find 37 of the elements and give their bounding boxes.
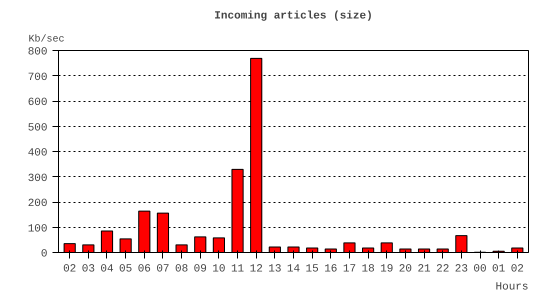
x-tick-label: 14	[286, 264, 300, 276]
y-tick-label: 600	[28, 97, 48, 109]
x-tick-label: 13	[268, 264, 282, 276]
x-tick-label: 05	[119, 264, 132, 276]
y-tick-label: 400	[28, 148, 48, 160]
x-tick-label: 18	[362, 264, 375, 276]
y-tick-label: 700	[28, 72, 48, 84]
x-tick-label: 04	[100, 264, 114, 276]
y-tick-label: 300	[28, 172, 48, 185]
x-tick-label: 16	[324, 264, 338, 276]
x-tick-label: 03	[82, 264, 95, 276]
x-tick-label: 09	[194, 264, 207, 276]
x-tick-label: 06	[138, 264, 151, 276]
y-tick-label: 800	[28, 46, 48, 58]
x-tick-label: 02	[63, 264, 76, 276]
x-tick-label: 08	[174, 264, 188, 276]
y-axis-title: Kb/sec	[28, 34, 65, 46]
x-tick-label: 00	[473, 264, 487, 276]
y-tick-label: 100	[28, 223, 48, 236]
x-tick-label: 02	[510, 264, 524, 276]
x-tick-label: 01	[492, 264, 506, 276]
x-tick-label: 21	[417, 264, 432, 276]
y-tick-label: 500	[28, 122, 48, 134]
y-tick-label: 200	[28, 198, 48, 210]
x-tick-label: 15	[306, 264, 319, 276]
x-axis-title: Hours	[495, 282, 529, 294]
x-tick-label: 07	[156, 264, 170, 276]
x-tick-label: 17	[342, 264, 356, 276]
y-tick-label: 0	[40, 248, 48, 260]
x-tick-label: 22	[436, 264, 450, 276]
chart-title: Incoming articles (size)	[214, 10, 373, 22]
x-tick-label: 12	[250, 264, 263, 276]
x-tick-label: 19	[380, 264, 394, 276]
x-tick-label: 23	[454, 264, 468, 276]
x-tick-label: 20	[398, 264, 412, 276]
x-tick-label: 11	[230, 264, 245, 276]
x-tick-label: 10	[212, 264, 226, 276]
